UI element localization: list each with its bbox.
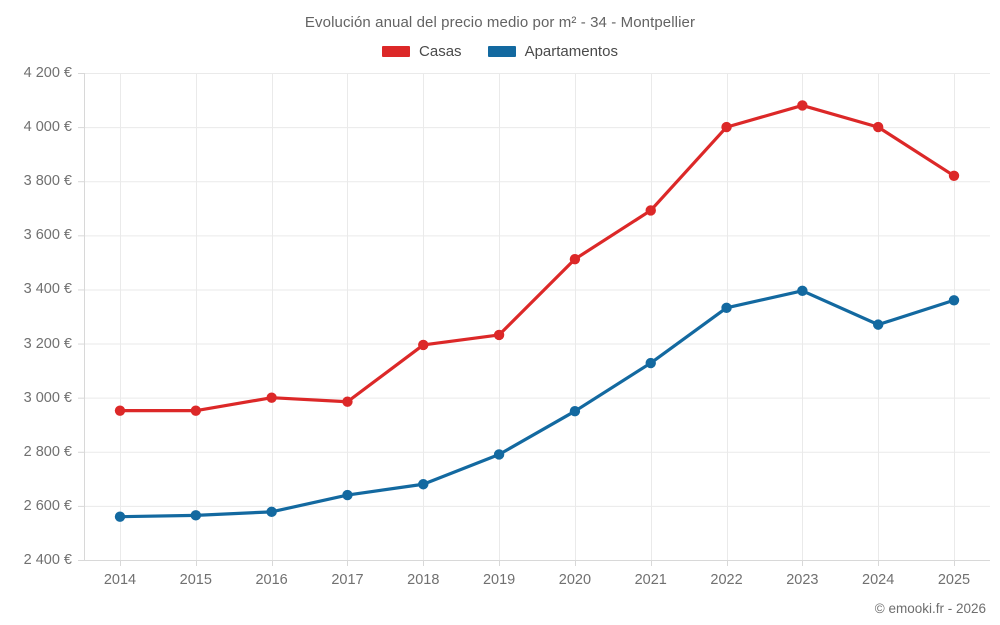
legend-label-casas: Casas [419,43,462,60]
y-tick-label: 2 400 € [23,552,72,568]
y-tick-label: 2 800 € [23,443,72,460]
x-tick-marks [120,560,955,566]
data-point-casas-2023[interactable]: 2023: 4080 € [797,100,808,111]
legend-label-apartamentos: Apartamentos [524,43,618,60]
y-tick-label: 3 800 € [23,173,72,190]
x-tick-label: 2018 [407,572,440,588]
x-tick-label: 2021 [634,572,667,588]
x-tick-label: 2016 [255,572,288,588]
x-tick-label: 2017 [331,572,364,588]
data-point-casas-2020[interactable]: 2020: 3512 € [569,253,581,265]
data-point-apartamentos-2021[interactable]: 2021: 3128 € [645,357,656,369]
data-point-apartamentos-2014[interactable]: 2014: 2560 € [114,511,126,522]
gridlines-horizontal [84,73,990,561]
data-point-apartamentos-2024[interactable]: 2024: 3270 € [872,319,884,330]
x-tick-label: 2022 [710,572,743,588]
legend-item-casas[interactable]: Casas [382,43,462,60]
y-tick-label: 2 600 € [23,497,72,514]
data-point-apartamentos-2020[interactable]: 2020: 2950 € [569,405,581,417]
x-tick-label: 2015 [179,572,212,588]
x-tick-label: 2025 [937,572,971,588]
data-point-casas-2019[interactable]: 2019: 3232 € [493,329,505,341]
data-point-apartamentos-2016[interactable]: 2016: 2578 € [266,506,277,518]
x-tick-label: 2014 [103,572,137,588]
data-point-casas-2015[interactable]: 2015: 2952 € [190,405,202,416]
legend-swatch-casas [382,46,411,57]
y-tick-label: 4 000 € [23,119,72,136]
footer-credit: © emooki.fr - 2026 [874,601,986,616]
data-point-apartamentos-2018[interactable]: 2018: 2680 € [418,479,429,490]
gridlines-vertical [120,73,955,560]
x-tick-label: 2023 [786,572,819,588]
series-line-casas [118,103,956,413]
x-tick-label: 2020 [558,572,592,588]
data-point-casas-2021[interactable]: 2021: 3692 € [645,205,656,216]
y-tick-label: 3 400 € [23,281,72,298]
data-point-apartamentos-2022[interactable]: 2022: 3332 € [721,302,732,314]
data-point-apartamentos-2015[interactable]: 2015: 2565 € [190,510,202,521]
x-tick-label: 2019 [482,572,516,588]
chart-title: Evolución anual del precio medio por m² … [304,14,696,31]
x-tick-label: 2024 [862,572,895,588]
legend-swatch-apartamentos [487,46,516,57]
data-point-casas-2018[interactable]: 2018: 3195 € [418,339,429,351]
series-apartamentos: 2014: 2560 € 2015: 2565 € 2016: 2578 € 2017… [114,285,960,522]
data-point-casas-2025[interactable]: 2025: 3820 € [948,170,960,182]
data-point-apartamentos-2023[interactable]: 2023: 3395 € [797,285,808,296]
data-point-apartamentos-2019[interactable]: 2019: 2790 € [493,449,505,460]
data-point-casas-2014[interactable]: 2014: 2952 € [114,405,126,416]
data-point-casas-2017[interactable]: 2017: 2985 € [342,396,353,407]
y-tick-label: 3 000 € [23,389,72,406]
chart-legend: Casas Apartamentos [0,43,1000,60]
data-point-apartamentos-2017[interactable]: 2017: 2640 € [342,489,353,501]
series-line-apartamentos [118,289,956,519]
y-tick-label: 3 200 € [23,335,72,352]
data-point-apartamentos-2025[interactable]: 2025: 3360 € [948,295,960,306]
y-tick-label: 4 200 € [23,65,72,81]
y-tick-marks [78,73,84,561]
legend-item-apartamentos[interactable]: Apartamentos [487,43,618,60]
y-tick-label: 3 600 € [23,227,72,244]
